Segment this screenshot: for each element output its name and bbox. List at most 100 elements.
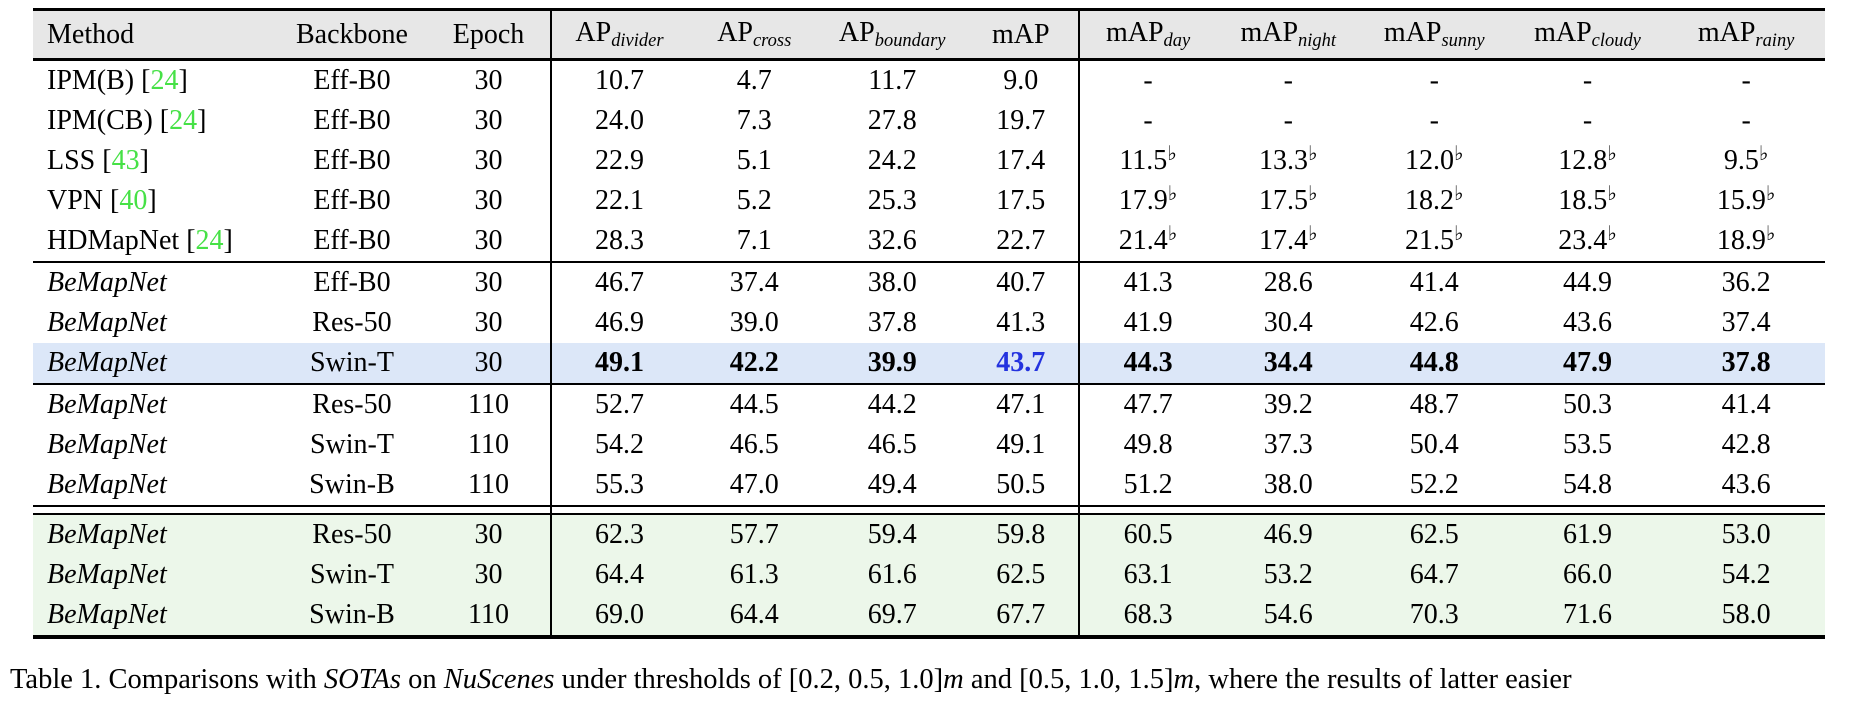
metric-cell: 24.2	[867, 145, 917, 176]
metric-cell: 13.3♭	[1258, 142, 1318, 176]
backbone-cell: Eff-B0	[313, 185, 391, 216]
metric-cell: 62.3	[549, 514, 688, 555]
flat-symbol: ♭	[1607, 182, 1617, 205]
caption-segment: SOTAs	[323, 664, 401, 695]
metric-cell: 51.2	[1078, 465, 1216, 506]
method-name: VPN	[47, 185, 104, 216]
method-cell: LSS [43]	[47, 145, 149, 176]
metric-cell: 17.5	[996, 185, 1046, 216]
column-header-ap-divider: APdivider	[549, 8, 688, 61]
metric-cell: 19.7	[996, 105, 1046, 136]
metric-cell: 48.7	[1360, 383, 1508, 425]
citation-link[interactable]: 24	[169, 105, 198, 136]
caption-segment: [0.5, 1.0, 1.5]	[1019, 664, 1174, 695]
citation-link[interactable]: 43	[111, 145, 140, 176]
metric-cell: 49.1	[549, 343, 688, 384]
metric-cell: 49.8	[1078, 425, 1216, 465]
metric-cell: 69.7	[821, 595, 963, 637]
table-row: IPM(B) [24] Eff-B0 30 10.7 4.7 11.7 9.0 - - - - -	[33, 59, 1825, 101]
citation-link[interactable]: 40	[119, 185, 148, 216]
metric-cell: 17.5♭	[1258, 182, 1318, 216]
metric-cell: 46.9	[549, 303, 688, 343]
epoch-cell: 30	[474, 307, 503, 338]
results-table: Method Backbone Epoch APdivider APcross APbou…	[33, 8, 1825, 639]
metric-cell: 53.5	[1562, 429, 1612, 460]
separator-cell	[276, 505, 428, 515]
metric-cell: 61.6	[821, 555, 963, 595]
method-cell: IPM(CB) [24]	[47, 105, 207, 136]
column-header-map-night: mAPnight	[1215, 8, 1361, 61]
table-row: BeMapNet Swin-T 110 54.2 46.5 46.5 49.1 49.8 37.…	[33, 425, 1825, 465]
metric-cell: 54.2	[1667, 555, 1825, 595]
backbone-cell: Res-50	[276, 514, 428, 555]
table-row: BeMapNet Swin-B 110 69.0 64.4 69.7 67.7 68.3 54.…	[33, 595, 1825, 637]
table-caption: Table 1. Comparisons with SOTAs on NuSce…	[10, 664, 1854, 696]
citation-link[interactable]: 24	[195, 225, 224, 256]
metric-cell: 64.4	[687, 595, 822, 637]
metric-cell: 30.4	[1263, 307, 1313, 338]
metric-cell: 61.9	[1507, 514, 1668, 555]
metric-cell: 21.4♭	[1078, 221, 1216, 262]
column-header-ap-boundary: APboundary	[821, 8, 963, 61]
table-row: BeMapNet Swin-B 110 55.3 47.0 49.4 50.5 51.2 38.…	[33, 465, 1825, 506]
citation-link[interactable]: 24	[150, 65, 179, 96]
table-row: BeMapNet Res-50 30 46.9 39.0 37.8 41.3 41.9 30.4…	[33, 303, 1825, 343]
metric-cell: 39.9	[821, 343, 963, 384]
flat-symbol: ♭	[1607, 222, 1617, 245]
column-header-backbone: Backbone	[276, 8, 428, 61]
metric-cell: 5.2	[736, 185, 772, 216]
metric-cell: 62.5	[1360, 514, 1508, 555]
column-header-map-rainy: mAPrainy	[1667, 8, 1825, 61]
metric-cell: 63.1	[1078, 555, 1216, 595]
method-cell: BeMapNet	[33, 514, 277, 555]
metric-cell: 58.0	[1667, 595, 1825, 637]
metric-cell: 17.4♭	[1258, 222, 1318, 256]
metric-cell: 34.4	[1215, 343, 1361, 384]
flat-symbol: ♭	[1167, 182, 1178, 205]
metric-cell: -	[1741, 65, 1751, 96]
metric-cell: 37.4	[687, 261, 822, 303]
separator-cell	[1360, 505, 1508, 515]
metric-cell: 43.6	[1721, 469, 1771, 500]
metric-cell: 47.9	[1507, 343, 1668, 384]
metric-cell: 41.3	[1078, 261, 1216, 303]
method-cell: BeMapNet	[33, 465, 277, 506]
method-name: IPM(CB)	[47, 105, 153, 136]
separator-cell	[1215, 505, 1361, 515]
metric-cell: 37.8	[867, 307, 917, 338]
caption-segment: on	[400, 664, 444, 695]
backbone-cell: Res-50	[276, 383, 428, 425]
flat-symbol: ♭	[1167, 142, 1177, 165]
metric-cell: 66.0	[1507, 555, 1668, 595]
metric-cell: 10.7	[549, 59, 688, 101]
metric-cell: 61.3	[687, 555, 822, 595]
metric-cell: 28.6	[1215, 261, 1361, 303]
flat-symbol: ♭	[1765, 182, 1776, 205]
metric-cell: 43.6	[1562, 307, 1612, 338]
metric-cell: 9.5♭	[1723, 142, 1769, 176]
metric-cell: 38.0	[821, 261, 963, 303]
metric-cell: 11.5♭	[1078, 141, 1216, 181]
epoch-cell: 30	[474, 185, 503, 216]
backbone-cell: Swin-T	[276, 555, 428, 595]
metric-cell: 44.8	[1360, 343, 1508, 384]
metric-cell: 47.1	[963, 383, 1080, 425]
epoch-cell: 30	[474, 65, 503, 96]
metric-cell: 54.2	[549, 425, 688, 465]
backbone-cell: Swin-T	[276, 343, 428, 384]
metric-cell: 11.7	[868, 65, 917, 96]
metric-cell: 55.3	[549, 465, 688, 506]
caption-segment: under thresholds of	[554, 664, 789, 695]
metric-cell: 50.3	[1507, 383, 1668, 425]
method-name: BeMapNet	[47, 559, 167, 590]
metric-cell: 4.7	[736, 65, 772, 96]
flat-symbol: ♭	[1167, 222, 1178, 245]
metric-cell: 70.3	[1360, 595, 1508, 637]
separator-cell	[1667, 505, 1825, 515]
metric-cell: 62.5	[963, 555, 1080, 595]
metric-cell: 37.4	[1721, 307, 1771, 338]
metric-cell: -	[1078, 101, 1216, 141]
table-row: LSS [43] Eff-B0 30 22.9 5.1 24.2 17.4 11.5♭ 13.3…	[33, 141, 1825, 181]
caption-segment: [0.2, 0.5, 1.0]	[788, 664, 944, 695]
backbone-cell: Eff-B0	[313, 145, 391, 176]
